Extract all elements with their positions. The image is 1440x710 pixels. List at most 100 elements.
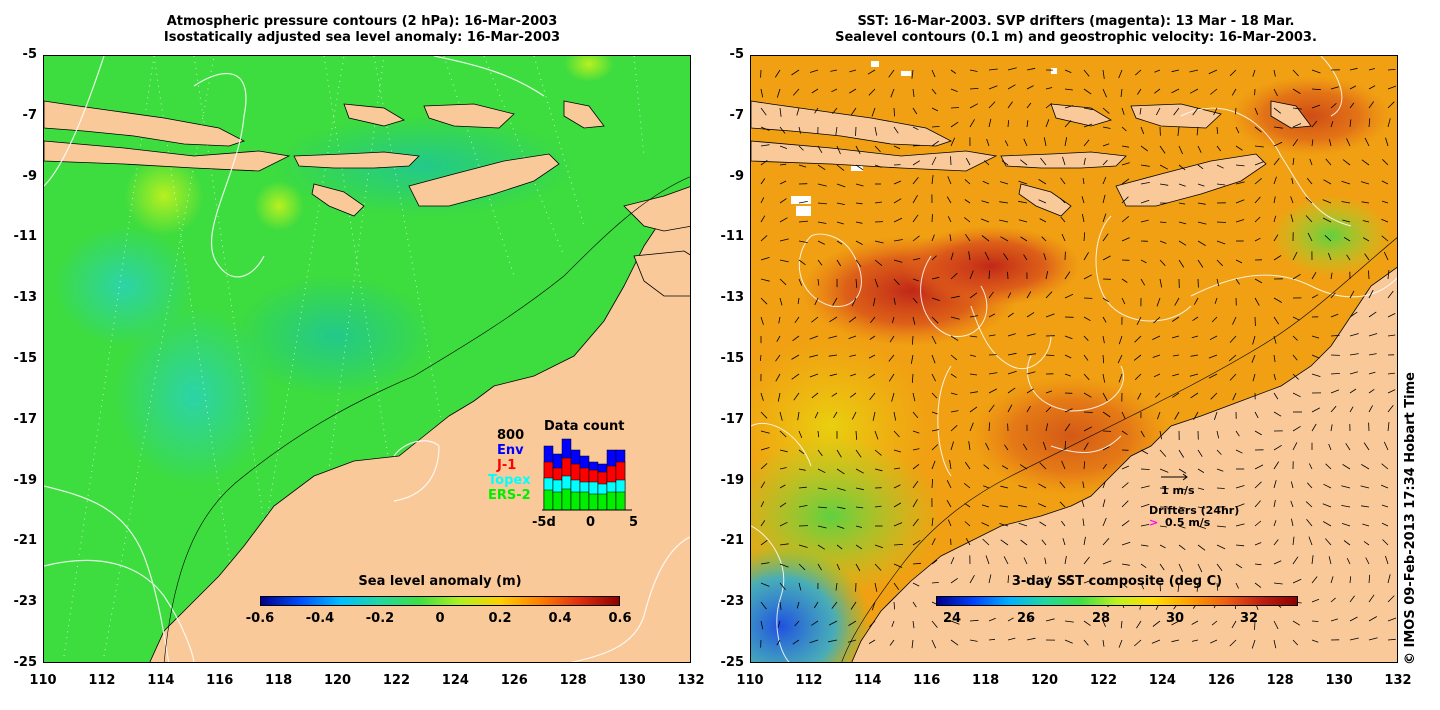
velocity-vector — [779, 107, 782, 117]
velocity-vector — [999, 523, 1009, 527]
velocity-vector — [1121, 500, 1129, 508]
left-title-line1: Atmospheric pressure contours (2 hPa): 1… — [166, 14, 558, 29]
velocity-vector — [868, 639, 876, 644]
velocity-vector — [1273, 479, 1277, 489]
velocity-vector — [1322, 503, 1332, 508]
velocity-vector — [1216, 582, 1219, 591]
velocity-vector — [1273, 539, 1279, 546]
velocity-vector — [1307, 232, 1313, 242]
velocity-vector — [1273, 215, 1277, 223]
velocity-vector — [1216, 563, 1223, 572]
velocity-vector — [1026, 67, 1036, 71]
velocity-vector — [988, 638, 996, 641]
velocity-vector — [779, 484, 786, 489]
velocity-vector — [1387, 313, 1396, 318]
velocity-vector — [1140, 199, 1150, 204]
velocity-vector — [1385, 137, 1389, 147]
velocity-vector — [1060, 198, 1066, 204]
velocity-vector — [1368, 85, 1376, 90]
velocity-vector — [855, 563, 861, 572]
velocity-vector — [1273, 141, 1283, 147]
velocity-vector — [1330, 292, 1336, 299]
velocity-vector — [1172, 373, 1180, 377]
velocity-vector — [760, 297, 768, 305]
velocity-vector — [1214, 297, 1218, 304]
velocity-vector — [855, 487, 864, 491]
velocity-vector — [1363, 541, 1370, 546]
data-count-max: 800 — [497, 428, 525, 443]
right-lon-tick: 132 — [1384, 673, 1412, 688]
velocity-vector — [831, 601, 838, 609]
velocity-vector — [1349, 311, 1358, 318]
velocity-vector — [1064, 120, 1072, 128]
velocity-vector — [874, 468, 883, 472]
velocity-vector — [1273, 335, 1277, 344]
velocity-vector — [949, 234, 952, 242]
velocity-vector — [1216, 525, 1226, 528]
velocity-vector — [1136, 316, 1142, 325]
sla-colorbar-tick: 0 — [435, 611, 445, 626]
velocity-vector — [931, 88, 937, 95]
velocity-vector — [889, 639, 895, 646]
right-lon-tick: 110 — [736, 673, 764, 688]
velocity-vector — [779, 449, 788, 453]
velocity-vector — [1007, 84, 1016, 90]
velocity-vector — [1102, 392, 1108, 402]
velocity-vector — [946, 499, 952, 508]
velocity-vector — [1083, 139, 1090, 147]
velocity-vector — [1019, 464, 1028, 470]
sst-colorbar-tick: 26 — [1016, 611, 1036, 626]
velocity-vector — [912, 297, 918, 304]
velocity-vector — [964, 179, 971, 185]
velocity-vector — [1083, 579, 1093, 584]
velocity-vector — [1323, 521, 1332, 527]
velocity-vector — [1308, 463, 1313, 470]
velocity-vector — [797, 297, 800, 304]
right-lon-tick: 112 — [795, 673, 823, 688]
velocity-vector — [1060, 177, 1066, 185]
velocity-vector — [1292, 273, 1301, 280]
velocity-vector — [850, 601, 857, 610]
velocity-vector — [831, 88, 838, 93]
velocity-vector — [1273, 107, 1282, 114]
velocity-vector — [1045, 119, 1050, 128]
velocity-vector — [760, 235, 768, 242]
velocity-vector — [760, 178, 766, 185]
velocity-vector — [1322, 217, 1332, 223]
velocity-vector — [1155, 107, 1161, 116]
velocity-vector — [1000, 236, 1009, 242]
velocity-vector — [1140, 278, 1146, 286]
velocity-vector — [1134, 373, 1142, 380]
velocity-vector — [1026, 312, 1035, 318]
velocity-vector — [969, 315, 979, 318]
data-count-title: Data count — [544, 419, 625, 434]
velocity-vector — [1064, 408, 1073, 413]
velocity-vector — [1159, 563, 1165, 571]
velocity-vector — [1140, 485, 1150, 489]
velocity-vector — [1305, 501, 1313, 508]
velocity-vector — [779, 259, 789, 263]
velocity-vector — [950, 373, 957, 378]
velocity-vector — [1083, 639, 1089, 646]
velocity-vector — [874, 164, 882, 168]
velocity-vector — [855, 164, 864, 171]
velocity-vector — [874, 259, 883, 267]
velocity-vector — [931, 460, 936, 470]
velocity-vector — [931, 175, 934, 185]
right-lon-tick: 114 — [854, 673, 882, 688]
velocity-vector — [1387, 404, 1394, 413]
velocity-vector — [1292, 536, 1295, 546]
velocity-vector — [893, 449, 902, 453]
velocity-vector — [779, 198, 787, 204]
velocity-vector — [869, 620, 876, 627]
velocity-vector — [1038, 179, 1047, 185]
velocity-vector — [1231, 620, 1237, 629]
sst-colorbar-tick: 30 — [1165, 611, 1185, 626]
velocity-vector — [912, 562, 921, 565]
velocity-vector — [1064, 639, 1073, 644]
velocity-vector — [1210, 639, 1218, 644]
right-lon-tick: 118 — [972, 673, 1000, 688]
velocity-vector — [1197, 563, 1203, 573]
velocity-vector — [1254, 177, 1262, 185]
velocity-vector — [912, 499, 918, 508]
